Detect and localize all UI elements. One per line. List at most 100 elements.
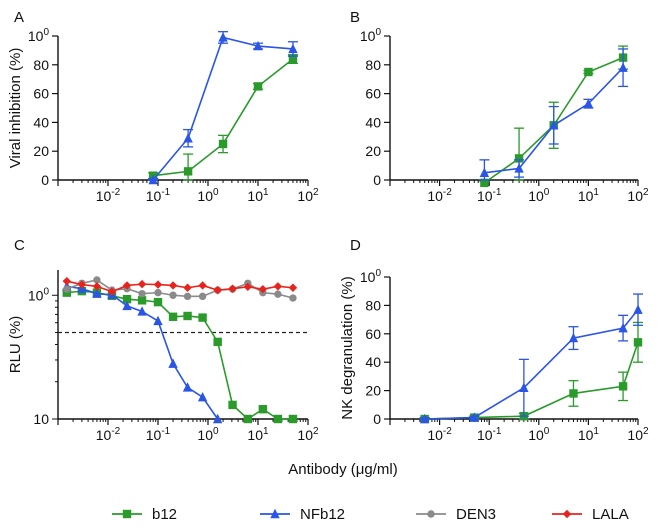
panel-d-y-tick-label: 20 (365, 383, 381, 399)
series-line-b12 (66, 290, 293, 421)
data-point-b12 (243, 414, 252, 424)
data-point-lala (153, 280, 163, 289)
data-point-nfb12 (618, 322, 628, 333)
data-point-nfb12 (583, 98, 594, 108)
data-point-b12 (288, 54, 298, 64)
panel-c-series-lala (62, 276, 298, 296)
data-point-lala (198, 281, 207, 290)
data-point-den3 (183, 292, 192, 301)
panel-b-x-tick-label: 101 (578, 187, 600, 204)
data-point-nfb12 (92, 288, 102, 298)
data-point-b12 (569, 389, 578, 398)
legend-item-den3: DEN3 (416, 506, 496, 523)
panel-a-y-tick-label: 100 (28, 27, 50, 44)
data-point-den3 (169, 291, 177, 299)
panel-label-a: A (14, 9, 24, 26)
data-point-b12 (183, 311, 192, 321)
legend-item-nfb12: NFb12 (260, 506, 345, 523)
legend-label: b12 (152, 506, 177, 523)
data-point-nfb12 (218, 32, 228, 42)
panel-d-y-tick-label: 60 (365, 326, 381, 342)
data-point-nfb12 (153, 315, 163, 326)
data-point-b12 (273, 414, 283, 424)
data-point-den3 (289, 294, 297, 302)
panel-a-x-tick-label: 102 (297, 187, 319, 204)
data-point-nfb12 (419, 413, 430, 424)
data-point-nfb12 (519, 382, 529, 392)
panel-d-x-tick-label: 100 (528, 426, 550, 443)
data-point-b12 (228, 400, 237, 410)
data-point-b12 (258, 405, 268, 414)
legend-marker-triangle (270, 508, 280, 519)
data-point-nfb12 (549, 120, 559, 130)
panel-c-series-b12 (62, 286, 298, 424)
shared-x-axis-label: Antibody (μg/ml) (288, 461, 398, 478)
panel-d-x-tick-label: 102 (627, 426, 649, 443)
panel-label-d: D (350, 237, 361, 254)
panel-c-x-tick-label: 10-1 (146, 426, 171, 443)
data-point-nfb12 (633, 304, 643, 314)
panel-d-y-tick-label: 0 (373, 411, 381, 427)
panel-d-y-tick-label: 40 (365, 354, 381, 370)
data-point-lala (137, 279, 147, 289)
data-point-b12 (288, 414, 298, 424)
data-point-b12 (183, 167, 193, 176)
legend-label: NFb12 (300, 506, 345, 523)
panel-b-y-tick-label: 60 (365, 86, 381, 102)
data-point-den3 (198, 292, 207, 301)
data-point-b12 (153, 297, 163, 307)
data-point-b12 (218, 139, 228, 149)
data-point-b12 (168, 312, 178, 321)
panel-d-x-tick-label: 101 (578, 426, 600, 443)
data-point-den3 (154, 288, 162, 297)
data-point-den3 (63, 285, 71, 293)
data-point-lala (92, 282, 102, 291)
panel-d-series-nfb12 (419, 293, 643, 424)
data-point-b12 (584, 67, 593, 77)
data-point-lala (213, 285, 222, 295)
panel-a-y-tick-label: 40 (33, 114, 49, 130)
legend: b12 NFb12 DEN3 LALA (112, 506, 629, 523)
panel-c-x-tick-label: 101 (247, 426, 269, 443)
panel-b-y-tick-label: 80 (365, 57, 381, 73)
panel-a-x-tick-label: 10-1 (146, 187, 171, 204)
data-point-lala (228, 284, 237, 293)
data-point-lala (77, 280, 87, 289)
data-point-lala (183, 283, 192, 292)
panel-d-x-tick-label: 10-1 (477, 426, 502, 443)
data-point-b12 (198, 313, 207, 322)
panel-b: 10-2 10-1 100 101 102 0 20 40 60 80 100 (360, 27, 649, 204)
panel-a-series-b12 (148, 54, 298, 181)
data-point-b12 (137, 296, 147, 305)
data-point-nfb12 (618, 62, 628, 72)
panel-b-y-tick-label: 0 (373, 172, 381, 188)
panel-label-b: B (350, 9, 360, 26)
panel-a-y-tick-label: 80 (33, 57, 49, 73)
data-point-nfb12 (479, 167, 490, 177)
panel-a-series-nfb12 (148, 31, 298, 185)
data-point-nfb12 (253, 40, 263, 51)
panel-c-x-tick-label: 10-2 (96, 426, 121, 443)
data-point-b12 (633, 338, 643, 347)
data-point-lala (62, 276, 72, 286)
panel-b-series-nfb12 (479, 48, 629, 181)
panel-c-y-label: RLU (%) (7, 316, 24, 374)
panel-c-x-tick-label: 100 (197, 426, 219, 443)
panel-a-x-tick-label: 100 (197, 187, 219, 204)
panel-c-y-tick-label: 10 (33, 411, 49, 427)
data-point-nfb12 (168, 358, 178, 368)
panel-d-y-tick-label: 80 (365, 297, 381, 313)
legend-marker-square (122, 509, 132, 519)
panel-d-y-tick-label: 100 (360, 268, 382, 285)
panel-b-x-tick-label: 102 (627, 187, 649, 204)
data-point-lala (243, 282, 252, 292)
data-point-nfb12 (182, 382, 193, 392)
panel-d-series-b12 (419, 321, 643, 424)
data-point-lala (168, 281, 178, 290)
data-point-b12 (618, 382, 628, 391)
data-point-lala (122, 281, 132, 290)
data-point-b12 (514, 154, 524, 163)
